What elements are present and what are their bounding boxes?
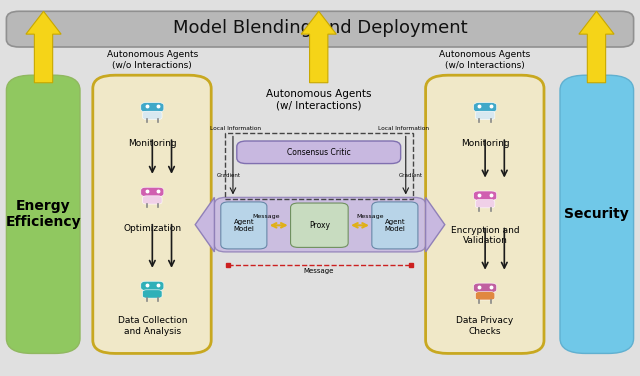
Text: Agent
Model: Agent Model: [385, 219, 405, 232]
Text: Energy
Efficiency: Energy Efficiency: [5, 199, 81, 229]
Text: Data Collection
and Analysis: Data Collection and Analysis: [118, 316, 187, 336]
Text: Security: Security: [564, 207, 629, 221]
FancyBboxPatch shape: [474, 191, 497, 200]
Text: Message: Message: [303, 268, 334, 274]
FancyBboxPatch shape: [426, 75, 544, 353]
Text: Local Information: Local Information: [210, 126, 261, 131]
Text: Monitoring: Monitoring: [128, 139, 177, 148]
Text: Consensus Critic: Consensus Critic: [287, 148, 351, 157]
Text: Proxy: Proxy: [309, 221, 330, 230]
Text: Local Information: Local Information: [378, 126, 429, 131]
Text: Agent
Model: Agent Model: [234, 219, 254, 232]
Text: Autonomous Agents
(w/o Interactions): Autonomous Agents (w/o Interactions): [107, 50, 198, 70]
FancyBboxPatch shape: [237, 141, 401, 164]
FancyBboxPatch shape: [474, 103, 497, 112]
Polygon shape: [195, 197, 214, 252]
Bar: [225, 133, 413, 199]
Text: Autonomous Agents
(w/o Interactions): Autonomous Agents (w/o Interactions): [440, 50, 531, 70]
Text: Optimization: Optimization: [124, 224, 181, 233]
Text: Gradient: Gradient: [217, 173, 241, 179]
FancyBboxPatch shape: [560, 75, 634, 353]
FancyBboxPatch shape: [476, 200, 495, 208]
Text: Model Blending and Deployment: Model Blending and Deployment: [173, 19, 467, 37]
Polygon shape: [426, 197, 445, 252]
FancyBboxPatch shape: [372, 202, 418, 249]
FancyBboxPatch shape: [221, 202, 267, 249]
Text: Message: Message: [357, 214, 384, 219]
FancyBboxPatch shape: [93, 75, 211, 353]
Text: Data Privacy
Checks: Data Privacy Checks: [456, 316, 514, 336]
FancyBboxPatch shape: [143, 196, 162, 204]
Text: Autonomous Agents
(w/ Interactions): Autonomous Agents (w/ Interactions): [266, 89, 371, 111]
Text: Encryption and
Validation: Encryption and Validation: [451, 226, 520, 246]
Polygon shape: [26, 11, 61, 83]
FancyBboxPatch shape: [143, 290, 162, 298]
Polygon shape: [301, 11, 337, 83]
Text: Gradient: Gradient: [399, 173, 423, 179]
FancyBboxPatch shape: [141, 281, 164, 291]
FancyBboxPatch shape: [141, 187, 164, 197]
FancyBboxPatch shape: [476, 111, 495, 120]
FancyBboxPatch shape: [476, 292, 495, 300]
FancyBboxPatch shape: [291, 203, 348, 247]
FancyBboxPatch shape: [143, 111, 162, 120]
Text: Monitoring: Monitoring: [461, 139, 509, 148]
FancyBboxPatch shape: [141, 103, 164, 112]
FancyBboxPatch shape: [214, 197, 426, 252]
FancyBboxPatch shape: [6, 75, 80, 353]
FancyBboxPatch shape: [474, 283, 497, 293]
Polygon shape: [579, 11, 614, 83]
FancyBboxPatch shape: [6, 11, 634, 47]
Text: Message: Message: [253, 214, 280, 219]
